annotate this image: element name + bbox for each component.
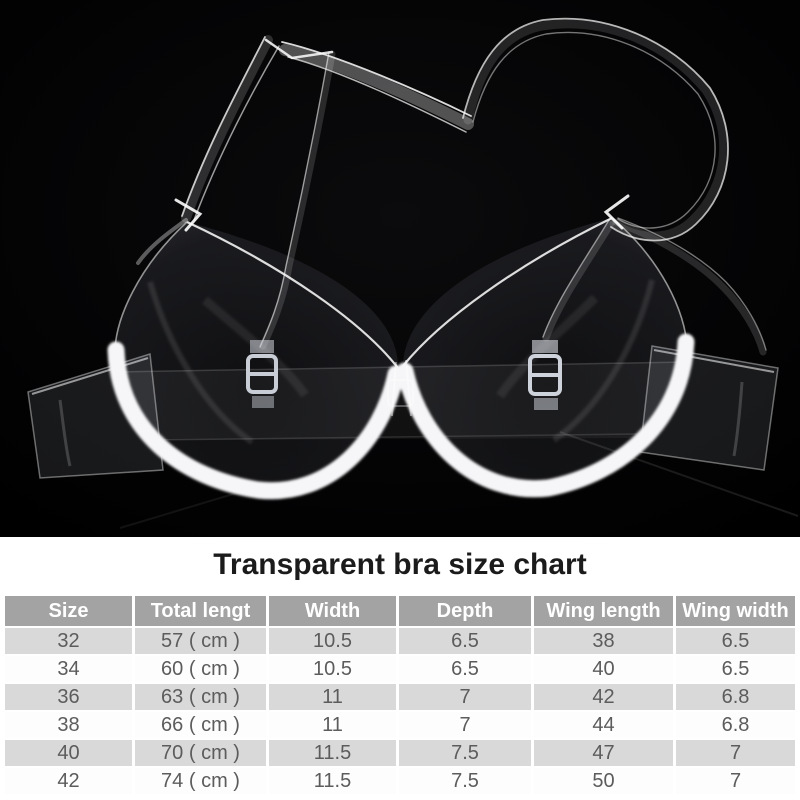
table-cell: 7 — [676, 740, 795, 766]
table-cell: 50 — [534, 768, 673, 794]
table-cell: 47 — [534, 740, 673, 766]
table-cell: 6.8 — [676, 712, 795, 738]
table-cell: 11.5 — [269, 768, 396, 794]
size-table: Size Total lengt Width Depth Wing length Wing… — [2, 594, 798, 796]
table-cell: 7 — [399, 684, 531, 710]
size-chart-section: Transparent bra size chart Size Total len… — [0, 548, 800, 796]
table-row: 38 66 ( cm ) 11 7 44 6.8 — [5, 712, 795, 738]
column-header: Wing length — [534, 596, 673, 626]
table-cell: 6.8 — [676, 684, 795, 710]
transparent-bra-photo — [0, 0, 800, 537]
table-cell: 6.5 — [399, 656, 531, 682]
table-cell: 6.5 — [676, 628, 795, 654]
column-header: Total lengt — [135, 596, 266, 626]
size-chart-title: Transparent bra size chart — [213, 548, 587, 581]
header-row: Size Total lengt Width Depth Wing length Wing… — [5, 596, 795, 626]
right-strap-slider — [528, 340, 562, 410]
table-cell: 60 ( cm ) — [135, 656, 266, 682]
table-cell: 7 — [399, 712, 531, 738]
white-underwire-trim — [107, 333, 695, 500]
table-cell: 44 — [534, 712, 673, 738]
size-table-body: 32 57 ( cm ) 10.5 6.5 38 6.5 34 60 ( cm ) 10.5 6.… — [5, 628, 795, 794]
table-cell: 10.5 — [269, 656, 396, 682]
table-cell: 66 ( cm ) — [135, 712, 266, 738]
column-header: Width — [269, 596, 396, 626]
table-cell: 70 ( cm ) — [135, 740, 266, 766]
table-cell: 11 — [269, 712, 396, 738]
product-photo — [0, 0, 800, 537]
table-cell: 38 — [5, 712, 132, 738]
table-row: 40 70 ( cm ) 11.5 7.5 47 7 — [5, 740, 795, 766]
table-cell: 63 ( cm ) — [135, 684, 266, 710]
table-row: 32 57 ( cm ) 10.5 6.5 38 6.5 — [5, 628, 795, 654]
table-cell: 40 — [5, 740, 132, 766]
table-cell: 57 ( cm ) — [135, 628, 266, 654]
clear-straps — [136, 17, 767, 356]
column-header: Wing width — [676, 596, 795, 626]
table-cell: 42 — [534, 684, 673, 710]
table-cell: 6.5 — [676, 656, 795, 682]
table-row: 34 60 ( cm ) 10.5 6.5 40 6.5 — [5, 656, 795, 682]
table-cell: 7.5 — [399, 768, 531, 794]
table-cell: 74 ( cm ) — [135, 768, 266, 794]
table-cell: 42 — [5, 768, 132, 794]
table-cell: 38 — [534, 628, 673, 654]
table-cell: 11.5 — [269, 740, 396, 766]
table-cell: 36 — [5, 684, 132, 710]
table-cell: 34 — [5, 656, 132, 682]
column-header: Size — [5, 596, 132, 626]
center-gore — [387, 359, 414, 417]
table-cell: 40 — [534, 656, 673, 682]
table-cell: 11 — [269, 684, 396, 710]
table-cell: 10.5 — [269, 628, 396, 654]
left-strap-slider — [246, 340, 278, 408]
table-cell: 7.5 — [399, 740, 531, 766]
table-cell: 7 — [676, 768, 795, 794]
table-cell: 6.5 — [399, 628, 531, 654]
table-row: 36 63 ( cm ) 11 7 42 6.8 — [5, 684, 795, 710]
table-cell: 32 — [5, 628, 132, 654]
table-row: 42 74 ( cm ) 11.5 7.5 50 7 — [5, 768, 795, 794]
column-header: Depth — [399, 596, 531, 626]
size-table-header: Size Total lengt Width Depth Wing length Wing… — [5, 596, 795, 626]
